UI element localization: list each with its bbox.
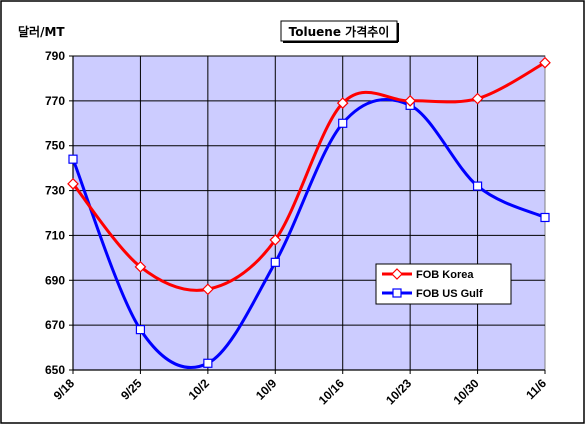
y-tick-label: 670 [45, 318, 65, 332]
plot-area [72, 55, 546, 371]
data-point-fob-korea [336, 97, 349, 109]
data-point-fob-us-gulf [540, 212, 550, 223]
data-point-fob-korea [471, 92, 484, 105]
y-tick-label: 770 [45, 94, 65, 108]
y-axis-label: 달러/MT [18, 24, 65, 39]
data-point-fob-us-gulf [472, 181, 483, 191]
y-tick-label: 790 [45, 49, 65, 63]
data-point-fob-us-gulf [203, 358, 213, 368]
data-point-fob-korea [202, 283, 214, 296]
legend-label: FOB Korea [416, 269, 474, 281]
legend-marker [392, 288, 402, 298]
y-tick-label: 730 [45, 184, 65, 198]
data-point-fob-korea [134, 260, 147, 273]
data-point-fob-korea [404, 95, 416, 107]
data-point-fob-us-gulf [270, 257, 280, 267]
y-tick-label: 710 [45, 228, 65, 242]
data-point-fob-us-gulf [135, 325, 146, 335]
data-point-fob-korea [67, 177, 79, 190]
legend-label: FOB US Gulf [416, 288, 483, 300]
y-tick-label: 750 [45, 139, 65, 153]
data-point-fob-korea [269, 234, 282, 246]
data-point-fob-us-gulf [68, 154, 78, 164]
data-point-fob-korea [539, 56, 551, 69]
data-point-fob-us-gulf [338, 118, 348, 128]
chart-title: Toluene 가격추이 [289, 24, 390, 39]
y-tick-label: 650 [45, 363, 65, 377]
legend-marker [391, 268, 403, 280]
y-tick-label: 690 [45, 273, 65, 287]
